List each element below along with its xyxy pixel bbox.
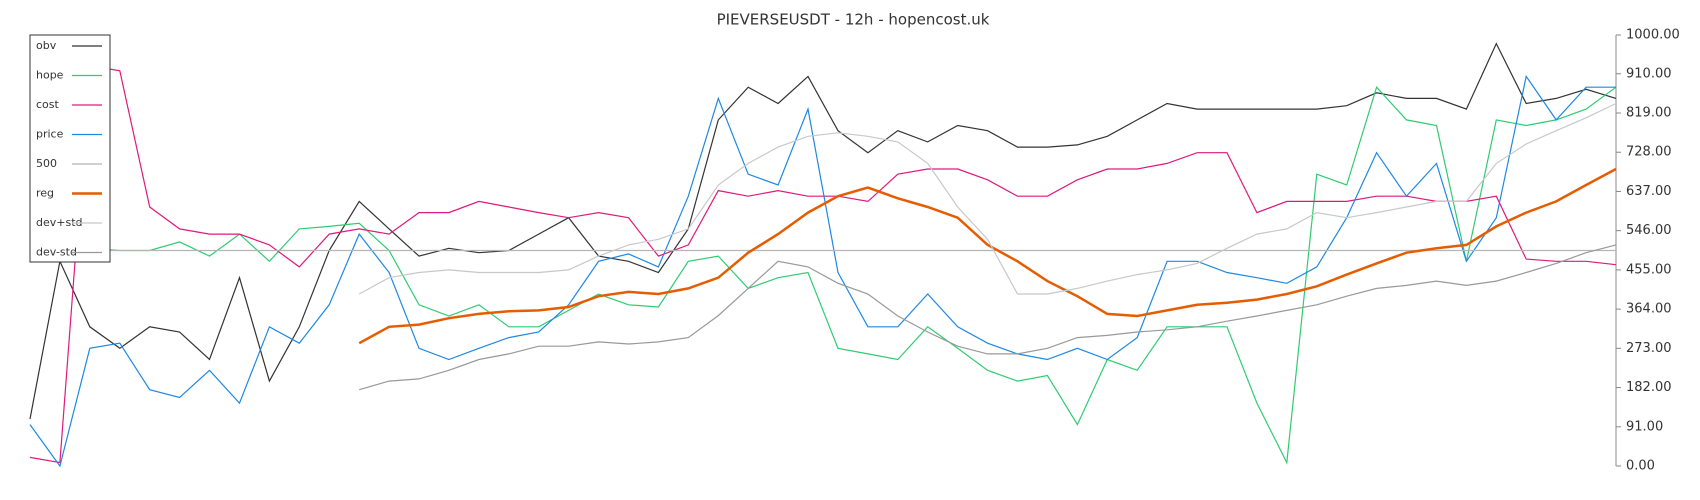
legend-box (29, 34, 111, 263)
y-tick-label: 1000.00 (1626, 28, 1680, 43)
y-tick-label: 910.00 (1626, 66, 1672, 81)
y-tick-label: 455.00 (1626, 262, 1672, 277)
series-line (359, 244, 1617, 391)
legend-label: obv (36, 39, 57, 52)
series-line (29, 64, 1617, 464)
y-tick-label: 728.00 (1626, 145, 1672, 160)
y-tick-label: 182.00 (1626, 380, 1672, 395)
y-tick-label: 91.00 (1626, 419, 1663, 434)
chart-title: PIEVERSEUSDT - 12h - hopencost.uk (717, 11, 990, 29)
series-line (29, 74, 1616, 468)
series-line (358, 102, 1617, 295)
legend-label: reg (36, 187, 54, 200)
legend-label: hope (36, 69, 64, 82)
y-tick-label: 364.00 (1626, 302, 1672, 317)
series-line (358, 167, 1617, 345)
legend-label: cost (36, 98, 60, 111)
legend: obv hope cost price 500 reg dev+std dev-std (29, 34, 111, 263)
series-line (59, 86, 1617, 465)
y-tick-label: 637.00 (1626, 184, 1672, 199)
legend-label: price (36, 128, 64, 141)
y-tick-label: 546.00 (1626, 223, 1672, 238)
legend-label: dev+std (36, 216, 83, 229)
y-tick-label: 819.00 (1626, 106, 1672, 121)
legend-label: 500 (36, 157, 57, 170)
y-tick-label: 0.00 (1626, 459, 1655, 474)
series-line (29, 42, 1617, 420)
legend-label: dev-std (36, 246, 77, 259)
y-tick-label: 273.00 (1626, 341, 1672, 356)
